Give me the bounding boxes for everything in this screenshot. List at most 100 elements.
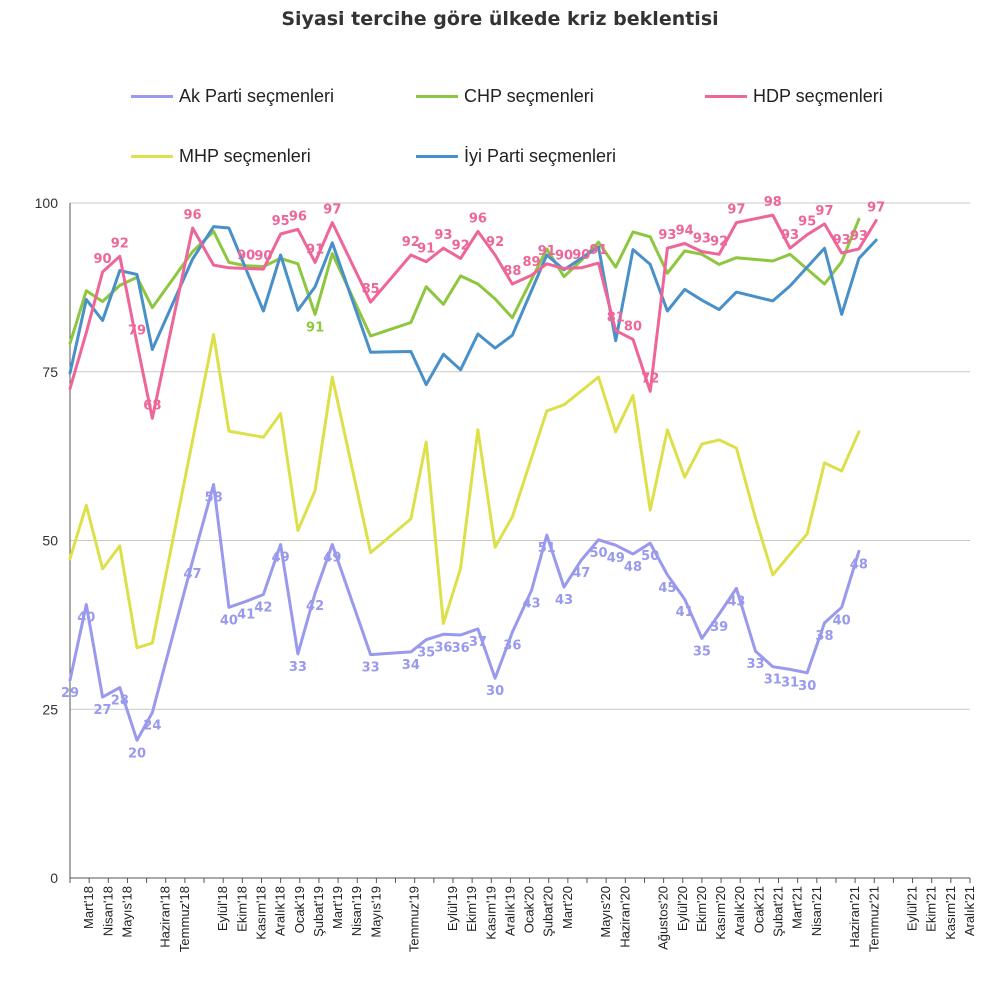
legend-swatch-chp — [416, 94, 458, 98]
data-label-s0-30: 50 — [641, 549, 659, 564]
x-tick-label-1: Mart'18 — [81, 886, 96, 929]
data-label-s0-13: 42 — [306, 599, 324, 614]
legend-item-iyi-parti: İyi Parti seçmenleri — [416, 144, 616, 168]
x-tick-label-44: Eylül'21 — [905, 886, 920, 931]
data-label-s2-20: 91 — [538, 244, 556, 259]
legend-swatch-hdp — [705, 94, 747, 98]
data-label-s0-40: 38 — [815, 629, 833, 644]
data-label-s2-19: 89 — [522, 255, 540, 270]
data-label-s2-10: 97 — [323, 203, 341, 218]
data-label-s0-16: 34 — [402, 658, 420, 673]
x-tick-label-23: Aralık'19 — [502, 886, 517, 936]
series-line-3 — [68, 333, 861, 650]
data-label-s0-3: 28 — [111, 694, 129, 709]
data-label-s2-5: 90 — [237, 248, 255, 263]
data-label-s0-38: 31 — [781, 675, 799, 690]
y-tick-label-0: 0 — [50, 870, 58, 886]
data-label-s2-13: 91 — [417, 242, 435, 257]
data-label-s0-31: 45 — [658, 581, 676, 596]
data-label-s2-37: 93 — [850, 229, 868, 244]
x-tick-label-28: Mayıs'20 — [598, 886, 613, 938]
data-label-s2-4: 96 — [184, 208, 202, 223]
data-label-s2-6: 90 — [254, 249, 272, 264]
x-tick-label-46: Kasım'21 — [943, 886, 958, 940]
x-tick-label-41: Haziran'21 — [847, 886, 862, 948]
y-tick-label-75: 75 — [42, 364, 58, 380]
x-tick-label-47: Aralık'21 — [962, 886, 977, 936]
data-label-s0-9: 41 — [237, 607, 255, 622]
data-label-s0-29: 48 — [624, 560, 642, 575]
x-tick-label-12: Ocak'19 — [292, 886, 307, 933]
data-label-s0-4: 20 — [128, 746, 146, 761]
legend-swatch-mhp — [131, 154, 173, 158]
x-tick-label-20: Eylül'19 — [445, 886, 460, 931]
x-tick-label-9: Ekim'18 — [234, 886, 249, 932]
x-tick-label-11: Aralık'18 — [273, 886, 288, 936]
chart-title: Siyasi tercihe göre ülkede kriz beklenti… — [281, 8, 719, 30]
x-tick-label-15: Nisan'19 — [349, 886, 364, 936]
series-line-2 — [68, 213, 878, 420]
data-label-s0-1: 40 — [77, 611, 95, 626]
data-label-s0-7: 58 — [205, 490, 223, 505]
x-tick-label-34: Kasım'20 — [713, 886, 728, 940]
y-tick-label-25: 25 — [42, 701, 58, 717]
data-label-s0-0: 29 — [61, 686, 79, 701]
data-label-s0-6: 47 — [184, 567, 202, 582]
series-lines — [68, 213, 878, 742]
data-label-s2-1: 92 — [111, 236, 129, 251]
x-tick-label-42: Temmuz'21 — [866, 886, 881, 952]
data-label-s1-0: 91 — [306, 320, 324, 335]
data-label-s0-39: 30 — [798, 679, 816, 694]
legend-item-hdp: HDP seçmenleri — [705, 84, 883, 108]
data-label-s2-12: 92 — [402, 235, 420, 250]
data-label-s2-34: 95 — [798, 215, 816, 230]
data-label-s0-11: 49 — [272, 551, 290, 566]
data-label-s0-35: 43 — [727, 594, 745, 609]
data-label-s0-18: 36 — [434, 640, 452, 655]
x-tick-label-8: Eylül'18 — [215, 886, 230, 931]
data-label-s2-21: 90 — [555, 248, 573, 263]
data-label-s2-18: 88 — [503, 264, 521, 279]
data-label-s0-10: 42 — [254, 601, 272, 616]
x-tick-label-2: Nisan'18 — [100, 886, 115, 936]
data-label-s0-25: 43 — [555, 593, 573, 608]
data-label-s0-26: 47 — [572, 566, 590, 581]
x-tick-label-16: Mayıs'19 — [368, 886, 383, 938]
axes: 0 25 50 75 100 Mart'18 Nisan'18 Mayıs'18 Haziran… — [35, 195, 977, 952]
series-line-0 — [68, 483, 861, 742]
legend-item-chp: CHP seçmenleri — [416, 84, 594, 108]
legend-label-mhp: MHP seçmenleri — [179, 145, 311, 166]
data-label-s2-23: 91 — [589, 243, 607, 258]
x-tick-label-21: Ekim'19 — [464, 886, 479, 932]
data-label-s2-7: 95 — [272, 214, 290, 229]
y-tick-label-50: 50 — [42, 533, 58, 549]
series-line-4 — [68, 225, 878, 387]
data-label-s0-33: 35 — [693, 644, 711, 659]
x-tick-label-13: Şubat'19 — [311, 886, 326, 937]
data-label-s2-35: 97 — [815, 204, 833, 219]
data-label-s0-41: 40 — [833, 613, 851, 628]
legend-label-iyi-parti: İyi Parti seçmenleri — [464, 145, 617, 166]
x-tick-label-25: Şubat'20 — [541, 886, 556, 937]
legend-item-ak-parti: Ak Parti seçmenleri — [131, 84, 334, 108]
x-tick-label-35: Aralık'20 — [732, 886, 747, 936]
data-label-s0-20: 37 — [469, 635, 487, 650]
data-label-s2-15: 92 — [452, 238, 470, 253]
x-tick-label-38: Mart'21 — [790, 886, 805, 929]
data-label-s2-33: 93 — [781, 228, 799, 243]
data-label-s2-24: 81 — [607, 311, 625, 326]
data-label-s0-28: 49 — [607, 551, 625, 566]
legend-label-ak-parti: Ak Parti seçmenleri — [179, 85, 335, 106]
x-tick-label-45: Ekim'21 — [924, 886, 939, 932]
data-label-s0-17: 35 — [417, 646, 435, 661]
x-tick-label-3: Mayıs'18 — [119, 886, 134, 938]
data-label-s2-30: 92 — [710, 234, 728, 249]
x-tick-label-18: Temmuz'19 — [407, 886, 422, 952]
data-label-s2-29: 93 — [693, 232, 711, 247]
x-tick-label-6: Temmuz'18 — [177, 886, 192, 952]
data-label-s2-11: 85 — [362, 282, 380, 297]
x-tick-label-5: Haziran'18 — [158, 886, 173, 948]
data-label-s0-24: 51 — [538, 541, 556, 556]
